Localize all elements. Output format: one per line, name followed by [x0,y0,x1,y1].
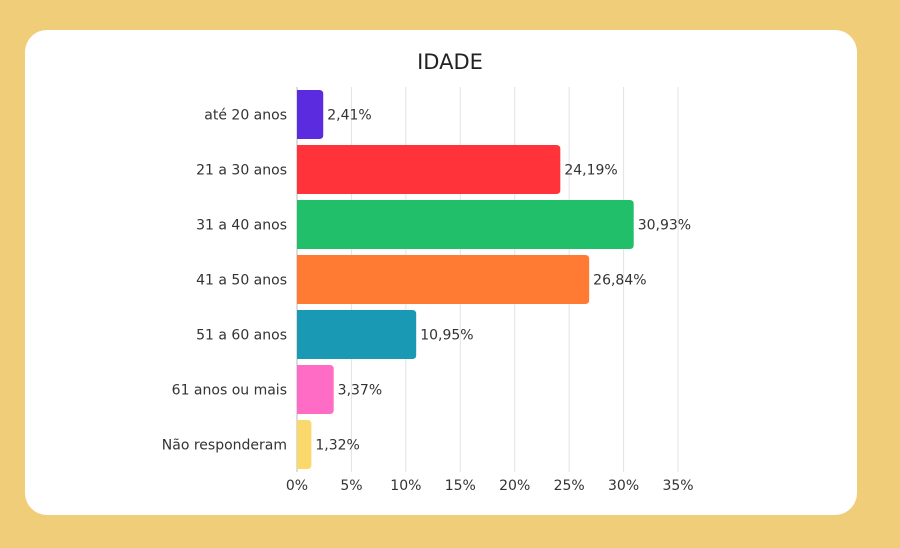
x-tick-label: 25% [554,478,585,494]
y-category-label: até 20 anos [204,108,287,124]
y-category-label: 31 a 40 anos [196,218,287,234]
y-category-label: 61 anos ou mais [172,383,287,399]
bar [297,420,312,469]
y-category-label: 21 a 30 anos [196,163,287,179]
y-category-label: 51 a 60 anos [196,328,287,344]
bar [297,310,417,359]
x-tick-label: 30% [608,478,639,494]
data-label: 26,84% [593,273,646,289]
x-tick-label: 10% [390,478,421,494]
bar [297,145,561,194]
x-tick-label: 35% [662,478,693,494]
bar [297,90,324,139]
y-category-label: 41 a 50 anos [196,273,287,289]
data-label: 24,19% [564,163,617,179]
x-tick-label: 5% [340,478,362,494]
y-category-label: Não responderam [162,438,287,454]
data-label: 30,93% [638,218,691,234]
x-tick-label: 20% [499,478,530,494]
bar [297,200,634,249]
chart-title: IDADE [417,50,483,74]
data-label: 2,41% [327,108,371,124]
bar [297,255,590,304]
data-label: 3,37% [338,383,382,399]
data-label: 10,95% [420,328,473,344]
x-tick-label: 0% [286,478,308,494]
data-label: 1,32% [315,438,359,454]
bar [297,365,334,414]
x-tick-label: 15% [445,478,476,494]
